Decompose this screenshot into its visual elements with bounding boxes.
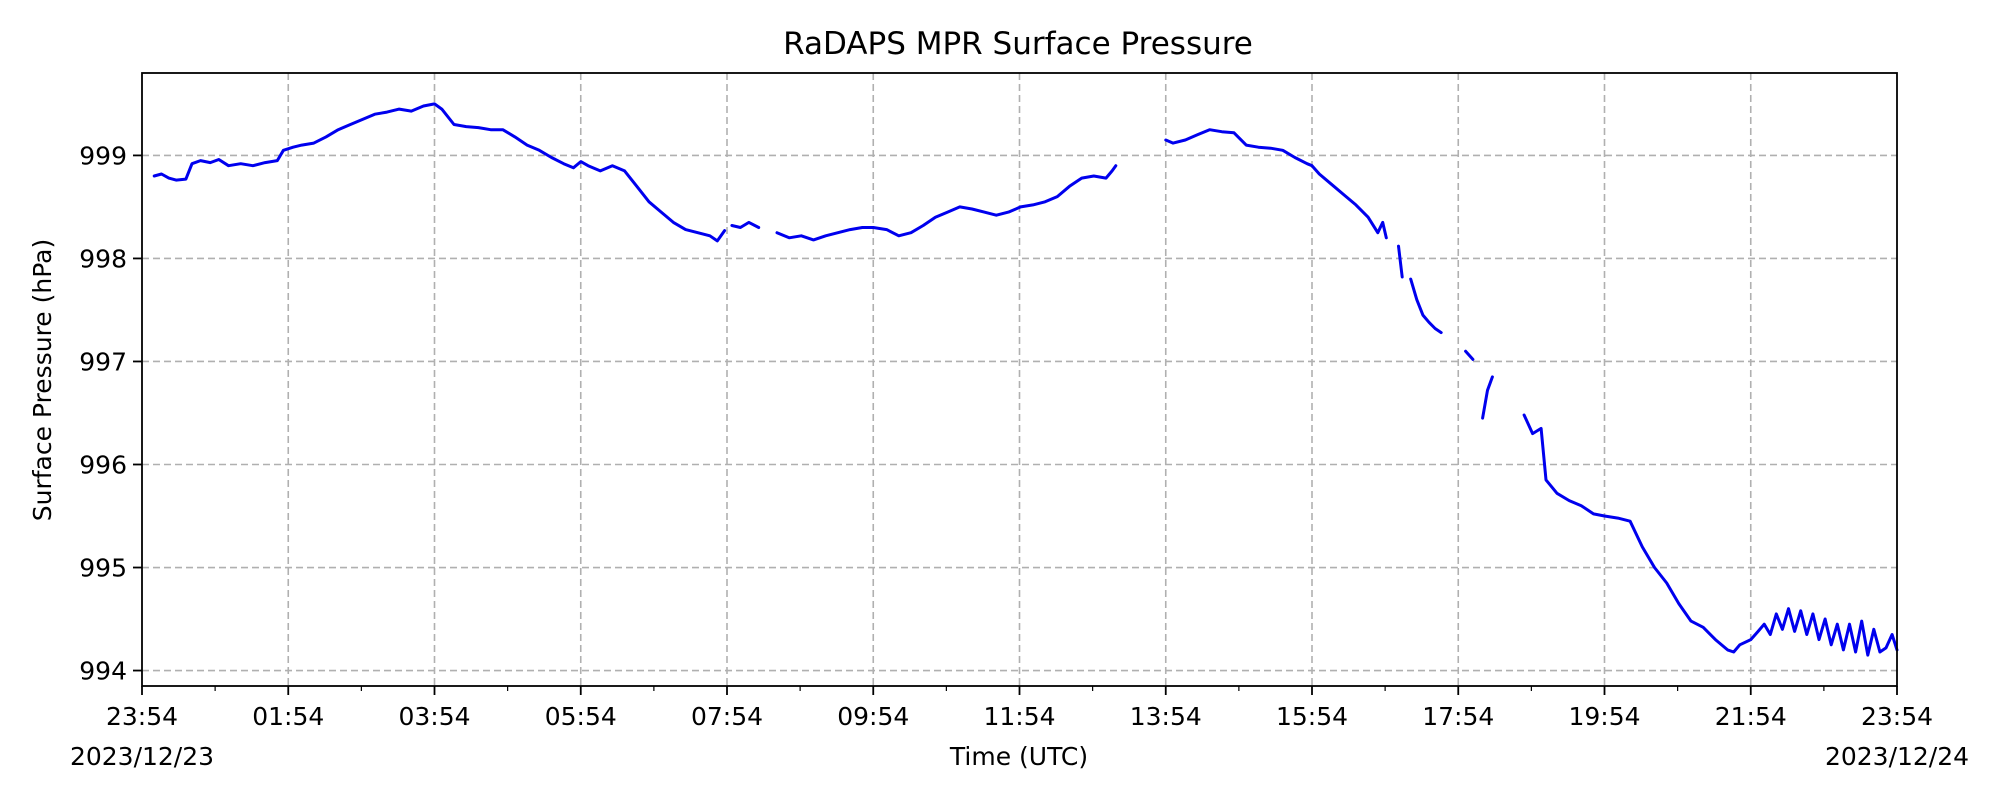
series-segment (1481, 375, 1494, 420)
x-tick-label: 19:54 (1568, 702, 1640, 731)
y-tick-label: 997 (79, 347, 127, 376)
x-tick-label: 21:54 (1715, 702, 1787, 731)
x-tick-label: 13:54 (1130, 702, 1202, 731)
series-segment (1464, 349, 1475, 361)
x-tick-label: 05:54 (545, 702, 617, 731)
series-segment (730, 220, 761, 229)
y-tick-label: 999 (79, 141, 127, 170)
series-segment (775, 164, 1118, 242)
x-tick-label: 17:54 (1422, 702, 1494, 731)
x-tick-date-label: 2023/12/23 (70, 742, 214, 771)
x-tick-date-label: 2023/12/24 (1825, 742, 1969, 771)
x-tick-label: 23:54 (1861, 702, 1933, 731)
grid (142, 73, 1897, 686)
y-tick-label: 995 (79, 554, 127, 583)
series-segment (152, 102, 727, 243)
series (152, 102, 1899, 657)
x-tick-label: 23:54 (106, 702, 178, 731)
x-tick-label: 07:54 (691, 702, 763, 731)
y-tick-label: 998 (79, 244, 127, 273)
x-tick-label: 15:54 (1276, 702, 1348, 731)
y-tick-label: 994 (79, 657, 127, 686)
ticks: 23:54 2023/12/23 01:54 03:54 05:54 07:54 09:54… (70, 141, 1969, 771)
series-segment (1397, 244, 1404, 279)
chart-title: RaDAPS MPR Surface Pressure (783, 26, 1253, 62)
series-segment (1409, 277, 1443, 335)
x-tick-label: 03:54 (398, 702, 470, 731)
x-tick-label: 01:54 (252, 702, 324, 731)
x-axis-label: Time (UTC) (949, 742, 1088, 771)
y-axis-label: Surface Pressure (hPa) (28, 239, 57, 522)
series-segment (1522, 413, 1899, 657)
x-tick-label: 09:54 (837, 702, 909, 731)
y-tick-label: 996 (79, 450, 127, 479)
series-segment (1164, 128, 1388, 240)
x-tick-label: 11:54 (983, 702, 1055, 731)
